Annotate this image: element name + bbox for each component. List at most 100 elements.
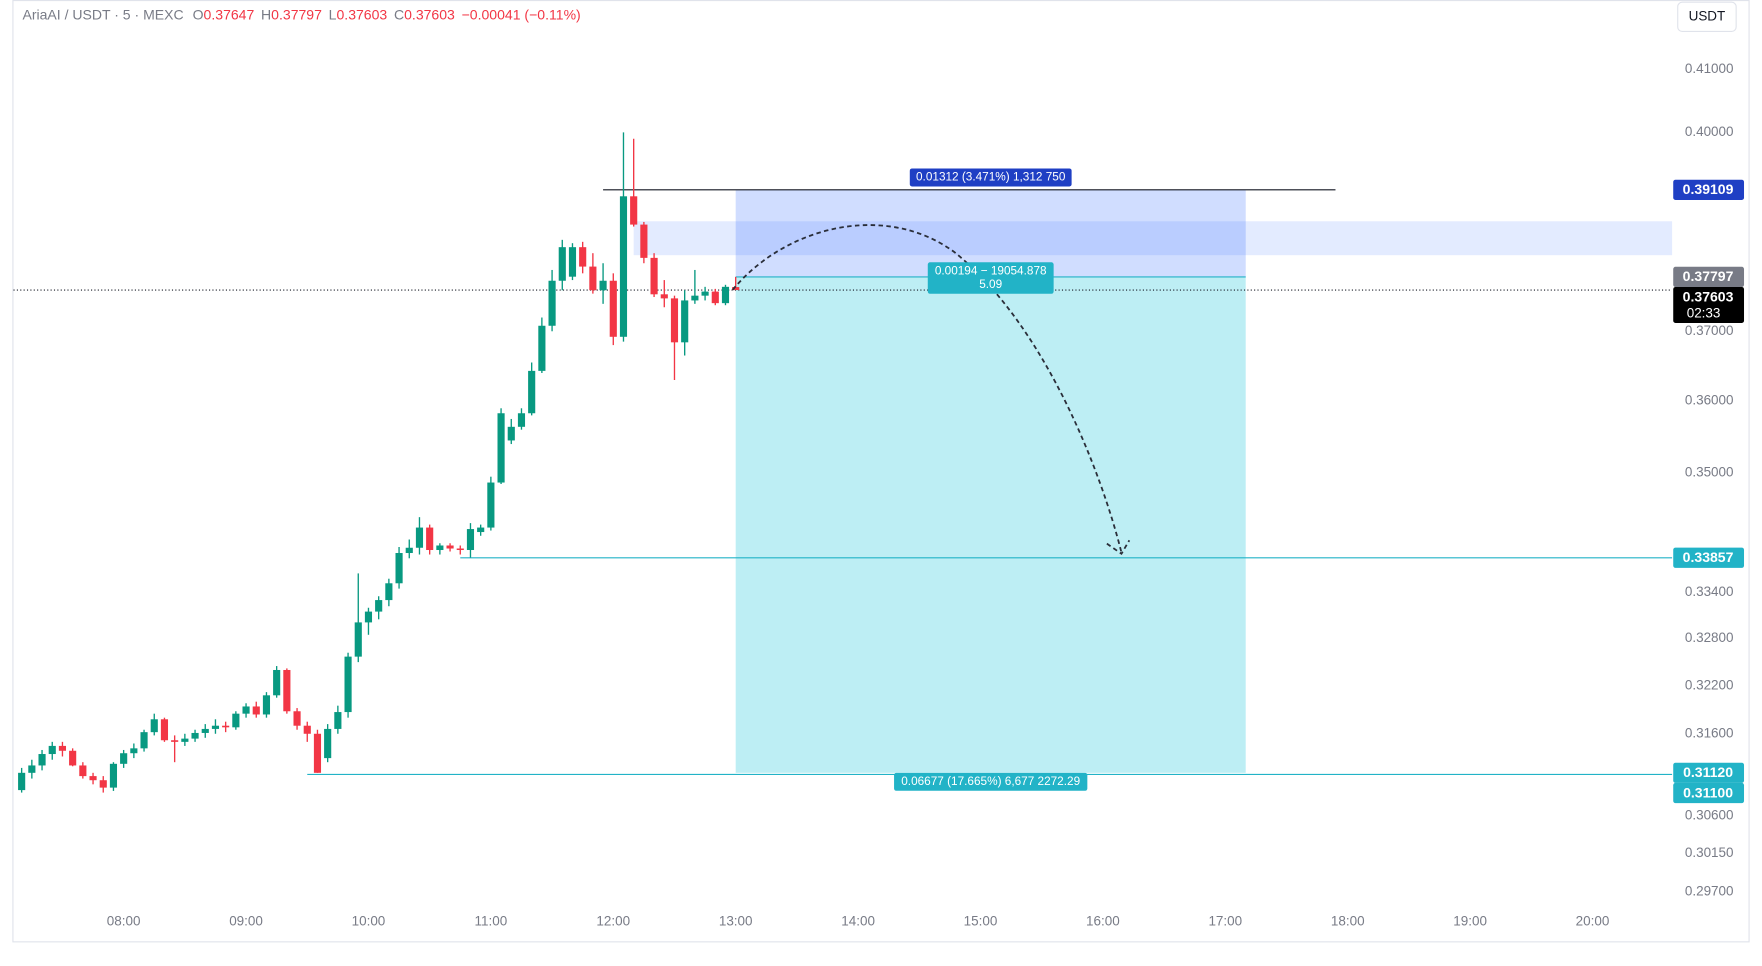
x-tick-label: 15:00 (964, 914, 998, 929)
y-tick-label: 0.32800 (1685, 630, 1734, 645)
candle-body (262, 695, 271, 715)
ohlc-key: C (394, 6, 404, 22)
candle-body (446, 545, 454, 549)
price-badge (1673, 547, 1745, 568)
labels: 0.01312 (3.471%) 1,312 750 0.06677 (17.66… (894, 168, 1088, 791)
candle-body (38, 754, 46, 766)
candle-body (691, 295, 699, 301)
candle-body (395, 553, 403, 584)
target-label-box (894, 772, 1088, 791)
price-badge-label: 0.31120 (1683, 764, 1733, 780)
candle-body (721, 286, 730, 304)
candle-body (130, 748, 138, 754)
candle-body (252, 706, 260, 715)
price-badge-label: 0.37603 (1683, 288, 1734, 304)
x-tick-label: 19:00 (1453, 914, 1487, 929)
currency-label[interactable]: USDT (1689, 8, 1726, 23)
header: AriaAI / USDT · 5 · MEXC O0.37647 H0.37797… (22, 6, 580, 22)
x-tick-label: 14:00 (841, 914, 875, 929)
candle-body (89, 776, 97, 781)
candle-body (324, 728, 332, 759)
x-tick-label: 11:00 (475, 914, 508, 929)
zones (633, 189, 1673, 773)
candles (18, 132, 740, 793)
price-badge (1673, 762, 1745, 783)
candle-body (415, 527, 424, 548)
symbol: AriaAI / USDT · 5 · MEXC (22, 6, 183, 22)
candle-body (660, 294, 668, 299)
ohlc-key: O (193, 6, 204, 22)
candle-body (283, 669, 291, 712)
currency-button[interactable] (1677, 1, 1737, 33)
center-label: 5.09 (979, 278, 1002, 291)
candle-body (670, 298, 679, 343)
y-tick-label: 0.30600 (1685, 807, 1734, 822)
candle-body (609, 280, 617, 337)
x-tick-label: 09:00 (229, 914, 263, 929)
candle-body (477, 527, 485, 533)
candle-body (201, 728, 209, 733)
candle-body (497, 413, 505, 483)
candle-body (303, 725, 311, 734)
candle-body (354, 622, 362, 657)
candle-body (364, 611, 373, 623)
price-badge (1673, 782, 1745, 804)
candle-body (487, 482, 495, 528)
candle-body (140, 732, 148, 749)
price-badge-label: 0.33857 (1683, 549, 1734, 565)
ohlc-value: 0.37603 (336, 6, 387, 22)
y-tick-label: 0.40000 (1685, 124, 1734, 139)
candle-body (375, 600, 383, 612)
candle-body (334, 712, 342, 729)
price-badge-label: 0.31100 (1683, 784, 1733, 800)
candle-body (211, 725, 220, 729)
candle-body (171, 740, 179, 742)
y-tick-label: 0.37000 (1685, 323, 1734, 338)
candle-body (579, 247, 587, 267)
y-tick-label: 0.29700 (1685, 884, 1734, 899)
candle-body (650, 257, 658, 295)
candle-body (160, 719, 169, 741)
candle-body (507, 426, 515, 441)
candle-body (120, 753, 128, 764)
candle-body (538, 325, 546, 371)
candle-body (701, 291, 709, 296)
candle-body (456, 548, 464, 551)
x-tick-label: 18:00 (1331, 914, 1365, 929)
candle-body (344, 656, 352, 713)
candle-body (599, 280, 607, 291)
candle-body (466, 529, 475, 551)
candle-body (18, 772, 26, 791)
x-tick-label: 20:00 (1576, 914, 1610, 929)
candle-body (222, 725, 230, 728)
candle-body (619, 196, 628, 337)
x-tick-label: 12:00 (596, 914, 630, 929)
price-badge (1673, 266, 1745, 288)
y-tick-label: 0.35000 (1685, 465, 1734, 480)
x-tick-label: 13:00 (719, 914, 753, 929)
candle-body (150, 719, 158, 733)
x-tick-label: 16:00 (1086, 914, 1120, 929)
candle-body (405, 547, 413, 554)
y-tick-label: 0.31600 (1685, 725, 1734, 740)
candle-body (528, 370, 536, 414)
candle-body (711, 291, 719, 304)
zone (633, 221, 1673, 256)
center-label-box (927, 262, 1054, 294)
ohlc-value: 0.37797 (271, 6, 322, 22)
candle-body (630, 196, 638, 225)
y-tick-label: 0.36000 (1685, 393, 1734, 408)
candle-body (385, 583, 393, 601)
candle-body (313, 733, 322, 773)
candle-body (640, 224, 648, 258)
candle-body (79, 765, 87, 777)
ohlc-key: L (329, 6, 337, 22)
candle-body (242, 706, 250, 714)
candle-body (109, 763, 118, 788)
price-badge-label: 0.37797 (1683, 268, 1734, 284)
price-badge (1673, 179, 1745, 200)
candle-body (426, 527, 434, 551)
